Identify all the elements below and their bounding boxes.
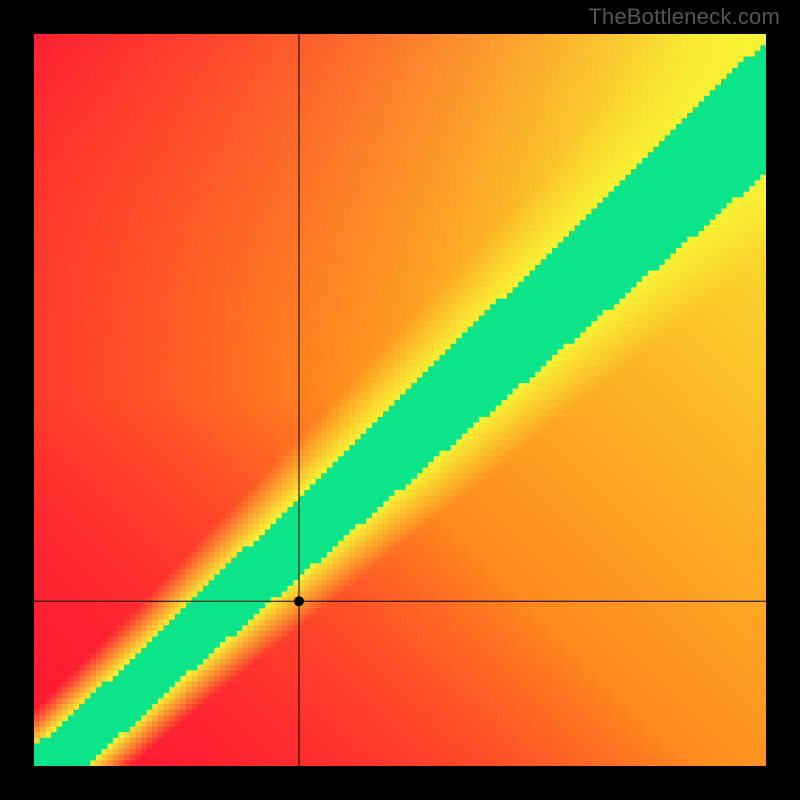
watermark-text: TheBottleneck.com bbox=[588, 4, 780, 30]
chart-container: TheBottleneck.com bbox=[0, 0, 800, 800]
bottleneck-heatmap bbox=[0, 0, 800, 800]
